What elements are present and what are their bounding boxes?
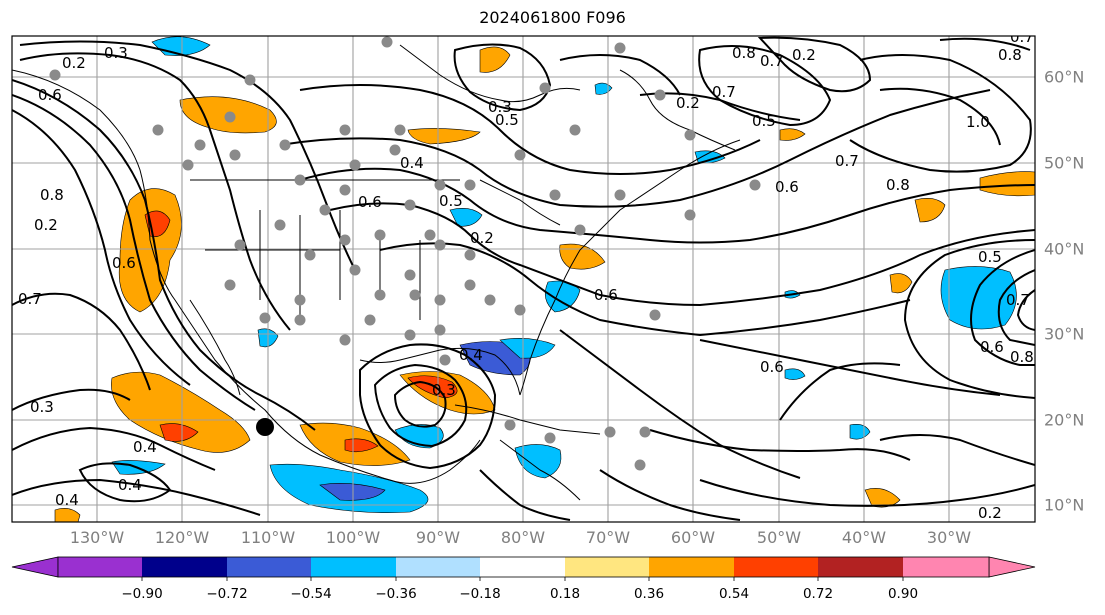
contour-label: 0.5 — [439, 192, 463, 210]
colorbar-max-arrow — [988, 556, 1036, 578]
colorbar-segment — [818, 557, 903, 577]
contour-label: 0.4 — [459, 346, 483, 364]
colorbar-tick-label: 0.36 — [633, 586, 665, 602]
lat-label: 20°N — [1044, 410, 1085, 430]
colorbar-tick-label: 0.72 — [802, 586, 834, 602]
lat-lon-grid — [12, 36, 1035, 522]
contour-label: 0.2 — [62, 54, 86, 72]
colorbar-tick-label: −0.90 — [121, 586, 163, 602]
lat-label: 50°N — [1044, 153, 1085, 173]
colorbar-segment — [227, 557, 311, 577]
colorbar-segment — [480, 557, 565, 577]
contour-label: 0.7 — [835, 152, 859, 170]
lon-label: 100°W — [325, 528, 381, 547]
lon-label: 90°W — [415, 528, 461, 547]
lon-label: 40°W — [841, 528, 887, 547]
contour-label: 0.2 — [470, 229, 494, 247]
contour-label: 0.3 — [104, 44, 128, 62]
contour-label: 0.6 — [760, 358, 784, 376]
colorbar-segment — [396, 557, 480, 577]
contour-label: 0.2 — [792, 46, 816, 64]
colorbar-segment — [58, 557, 142, 577]
contour-label: 0.4 — [118, 476, 142, 494]
colorbar-tick-label: 0.18 — [549, 586, 581, 602]
contour-label: 0.6 — [112, 254, 136, 272]
lon-label: 60°W — [670, 528, 716, 547]
colorbar-min-arrow — [11, 556, 59, 578]
lon-label: 110°W — [240, 528, 296, 547]
station-markers — [49, 36, 761, 471]
lat-label: 40°N — [1044, 239, 1085, 259]
colorbar-tick-label: 0.54 — [718, 586, 750, 602]
lat-label: 60°N — [1044, 67, 1085, 87]
contour-label: 0.8 — [40, 186, 64, 204]
colorbar-tick-label: −0.54 — [290, 586, 332, 602]
contour-label: 0.6 — [38, 86, 62, 104]
colorbar-segment — [649, 557, 734, 577]
lat-label: 10°N — [1044, 495, 1085, 515]
contour-label: 0.7 — [1006, 291, 1030, 309]
contour-label: 0.2 — [676, 94, 700, 112]
shading-layer — [54, 36, 1035, 522]
colorbar-segment — [311, 557, 396, 577]
contour-label: 0.8 — [998, 46, 1022, 64]
contour-lines — [12, 36, 1035, 521]
lon-label: 50°W — [756, 528, 802, 547]
contour-label: 0.2 — [978, 504, 1002, 522]
contour-label: 0.7 — [18, 290, 42, 308]
map-frame — [11, 35, 1036, 523]
contour-label: 0.8 — [886, 176, 910, 194]
contour-label: 0.6 — [775, 178, 799, 196]
contour-label: 0.4 — [133, 438, 157, 456]
contour-label: 0.8 — [732, 44, 756, 62]
contour-label: 0.6 — [594, 286, 618, 304]
storm-center-marker — [256, 418, 274, 436]
colorbar — [11, 556, 1036, 581]
lon-label: 130°W — [69, 528, 125, 547]
colorbar-tick-label: 0.90 — [887, 586, 919, 602]
colorbar-segment — [142, 557, 227, 577]
contour-label: 0.7 — [760, 52, 784, 70]
lon-label: 80°W — [500, 528, 546, 547]
lat-label: 30°N — [1044, 324, 1085, 344]
contour-labels: 0.3 0.2 0.8 0.3 0.5 0.6 0.7 0.8 0.7 0.5 … — [18, 28, 1034, 522]
colorbar-segment — [565, 557, 649, 577]
colorbar-segment — [734, 557, 818, 577]
contour-label: 0.7 — [712, 83, 736, 101]
contour-label: 0.3 — [488, 98, 512, 116]
plot-title: 2024061800 F096 — [479, 8, 626, 27]
coastlines — [12, 44, 741, 501]
colorbar-tick-label: −0.18 — [459, 586, 501, 602]
contour-label: 0.8 — [1010, 348, 1034, 366]
colorbar-tick-label: −0.72 — [206, 586, 248, 602]
lon-label: 30°W — [926, 528, 972, 547]
contour-label: 0.6 — [980, 338, 1004, 356]
colorbar-tick-label: −0.36 — [375, 586, 417, 602]
contour-label: 0.6 — [358, 193, 382, 211]
contour-label: 0.2 — [34, 216, 58, 234]
contour-label: 0.3 — [432, 381, 456, 399]
contour-label: 0.3 — [30, 398, 54, 416]
contour-label: 0.5 — [978, 248, 1002, 266]
contour-label: 0.5 — [752, 112, 776, 130]
contour-label: 0.4 — [400, 154, 424, 172]
contour-label: 0.7 — [1010, 28, 1034, 46]
lon-label: 120°W — [154, 528, 210, 547]
colorbar-segment — [903, 557, 989, 577]
contour-label: 0.4 — [55, 491, 79, 509]
lon-label: 70°W — [585, 528, 631, 547]
contour-label: 0.5 — [495, 111, 519, 129]
contour-label: 1.0 — [966, 113, 990, 131]
